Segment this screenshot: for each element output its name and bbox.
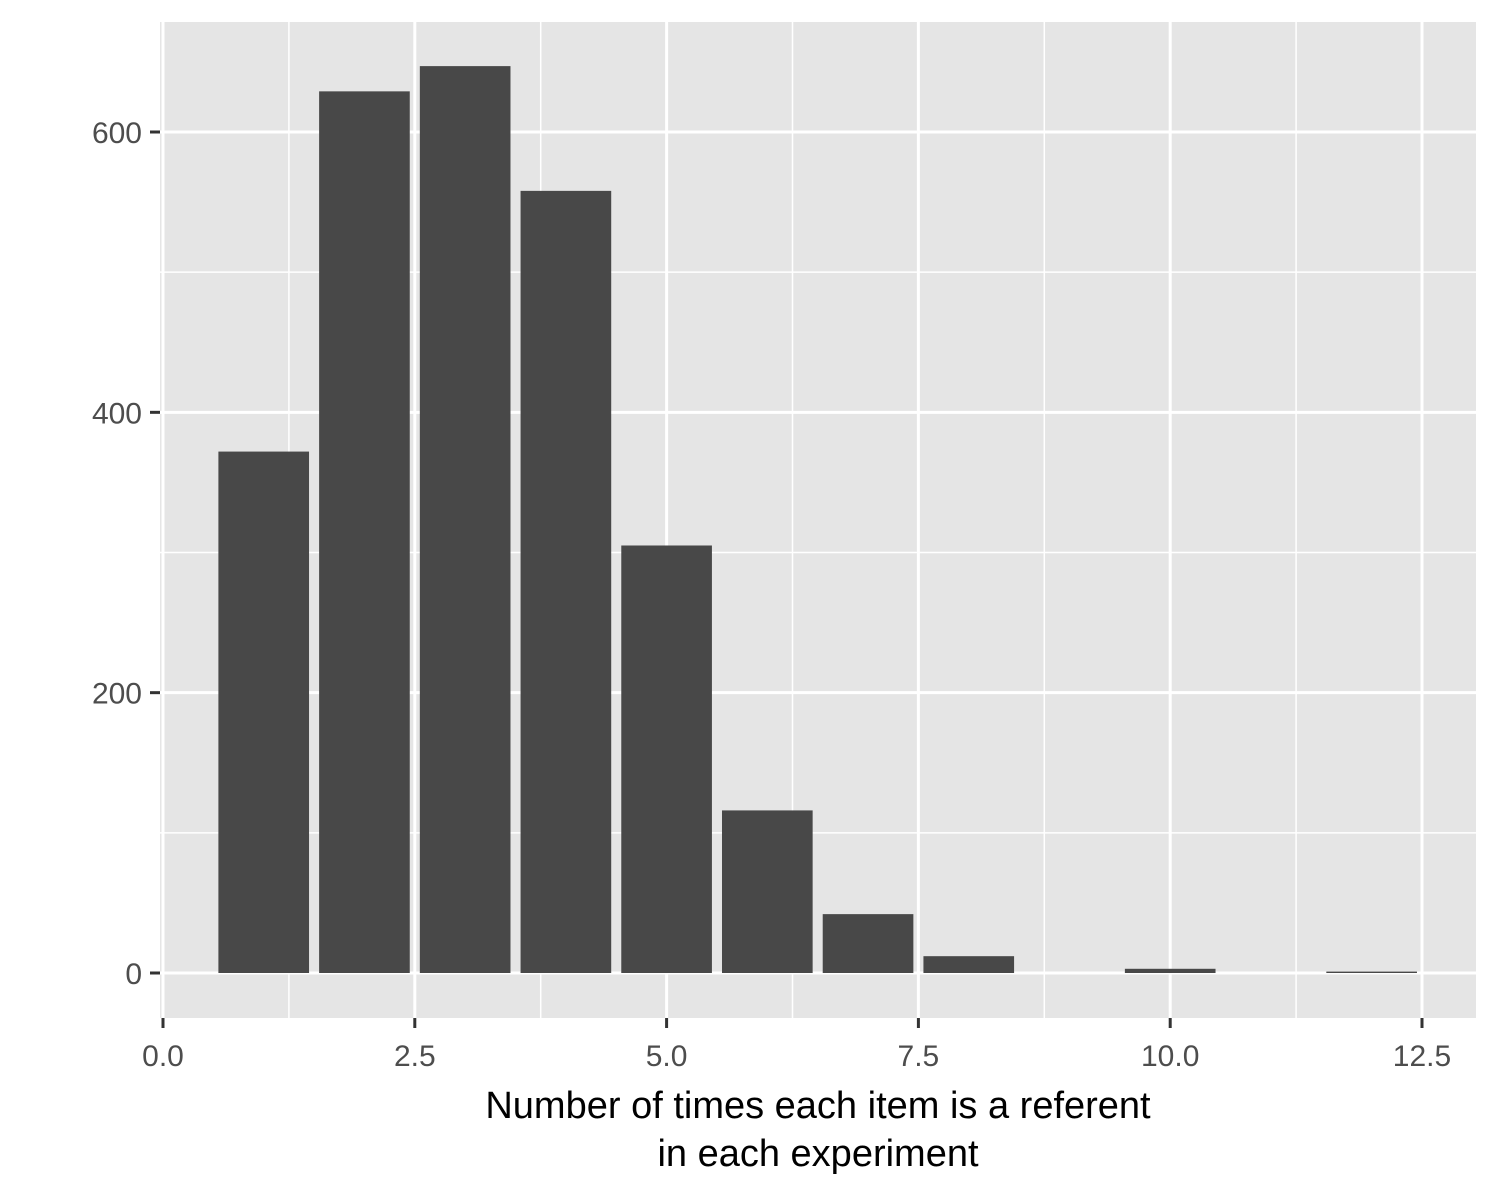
bar <box>822 914 914 973</box>
bar <box>721 810 813 973</box>
bar <box>319 91 410 973</box>
x-axis: 0.0 2.5 5.0 7.5 10.0 12.5 <box>142 1018 1451 1073</box>
bar <box>923 956 1015 973</box>
y-tick-label: 600 <box>92 117 142 150</box>
x-tick-label: 12.5 <box>1393 1040 1451 1073</box>
bar <box>1326 971 1417 973</box>
x-tick-label: 10.0 <box>1141 1040 1199 1073</box>
y-tick-label: 400 <box>92 397 142 430</box>
bar <box>520 190 612 973</box>
bar <box>419 66 511 974</box>
x-tick-label: 2.5 <box>394 1040 436 1073</box>
x-tick-label: 0.0 <box>142 1040 184 1073</box>
x-tick-label: 5.0 <box>646 1040 688 1073</box>
bar <box>621 545 712 973</box>
bar <box>218 451 310 974</box>
x-axis-title-line-1: Number of times each item is a referent <box>485 1085 1151 1127</box>
y-tick-label: 200 <box>92 678 142 711</box>
bar <box>1124 968 1216 973</box>
x-tick-label: 7.5 <box>898 1040 940 1073</box>
y-tick-label: 0 <box>125 958 142 991</box>
x-axis-title-line-2: in each experiment <box>657 1133 979 1175</box>
bars <box>218 66 1417 974</box>
y-axis: 0 200 400 600 <box>92 117 160 991</box>
